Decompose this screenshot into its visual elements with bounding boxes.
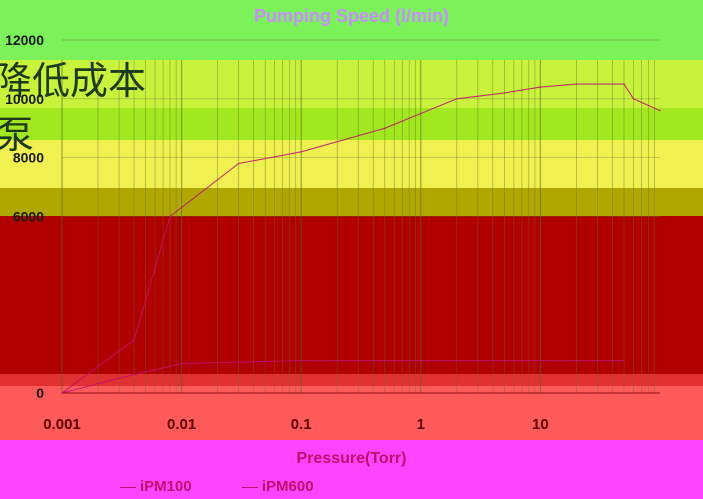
legend-item: iPM600 [241, 478, 314, 495]
legend: iPM100 iPM600 [120, 478, 360, 495]
data-point [539, 86, 542, 88]
x-tick-label: 0.001 [43, 416, 81, 433]
data-point [237, 162, 240, 165]
data-point [632, 98, 635, 100]
bg-band [0, 0, 703, 60]
x-tick-label: 0.01 [167, 416, 196, 433]
data-point [503, 92, 506, 94]
x-tick-label: 10 [532, 416, 549, 433]
background-caption: 泵 [0, 113, 35, 157]
data-point [539, 359, 542, 362]
bg-band [0, 188, 703, 216]
bg-band [0, 440, 703, 499]
data-point [383, 127, 386, 130]
data-point [61, 392, 63, 394]
background-caption: 降低成本 [0, 59, 147, 103]
x-tick-label: 1 [417, 416, 425, 433]
y-tick-label: 12000 [5, 32, 44, 48]
y-tick-label: 10000 [5, 91, 44, 107]
legend-label: iPM600 [261, 478, 314, 495]
legend-swatch [241, 486, 258, 488]
bg-band [0, 140, 703, 188]
x-tick-label: 0.1 [291, 416, 312, 433]
data-point [575, 83, 578, 85]
bg-band [0, 374, 703, 386]
data-point [456, 98, 458, 100]
x-axis-label: Pressure(Torr) [296, 450, 407, 467]
data-point [420, 112, 422, 115]
legend-swatch [120, 486, 136, 488]
bg-band [0, 216, 703, 374]
legend-label: iPM100 [140, 478, 192, 495]
chart-title: Pumping Speed (l/min) [253, 6, 449, 26]
data-point [659, 109, 661, 112]
bg-band [0, 108, 703, 140]
y-tick-label: 8000 [13, 150, 44, 166]
data-point [169, 215, 171, 218]
data-point [300, 150, 303, 153]
data-point [300, 359, 303, 362]
bg-band [0, 386, 703, 440]
series-line-iPM100 [61, 360, 624, 394]
data-point [420, 359, 422, 362]
data-point [623, 83, 625, 85]
y-tick-label: 6000 [13, 209, 44, 225]
data-point [623, 359, 625, 362]
data-point [237, 361, 240, 363]
data-point [133, 339, 135, 341]
data-point [180, 362, 183, 365]
series-line-iPM600 [61, 83, 661, 394]
y-tick-label: 0 [36, 385, 44, 401]
data-point [118, 377, 120, 380]
legend-item: iPM100 [120, 478, 192, 495]
